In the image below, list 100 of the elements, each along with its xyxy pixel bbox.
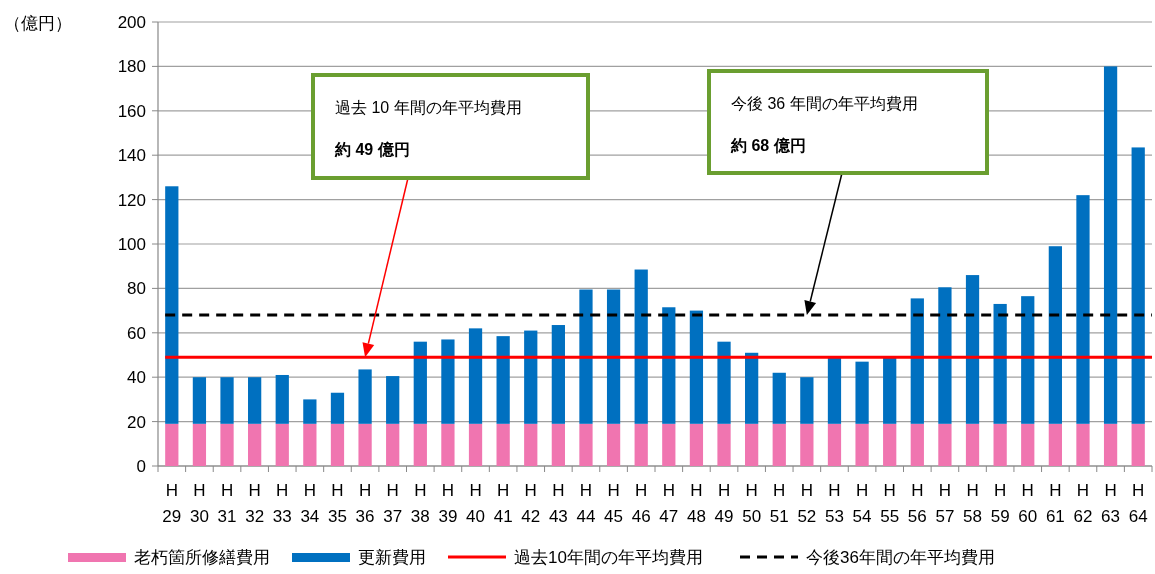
x-tick-label: H 53 bbox=[825, 481, 844, 526]
y-axis-title: （億円） bbox=[4, 14, 72, 33]
x-tick-label: H 63 bbox=[1101, 481, 1121, 526]
x-tick-label: H 36 bbox=[355, 481, 375, 526]
bar bbox=[524, 330, 538, 424]
bar bbox=[993, 303, 1007, 424]
bar bbox=[634, 423, 648, 466]
bar bbox=[717, 423, 731, 466]
bar bbox=[275, 423, 289, 466]
bar bbox=[248, 423, 262, 466]
bar bbox=[965, 275, 980, 424]
bar bbox=[965, 423, 980, 466]
bar bbox=[413, 423, 427, 466]
x-tick-label: H 43 bbox=[548, 481, 568, 526]
x-tick-label: H 40 bbox=[466, 481, 485, 526]
x-tick-label: H 30 bbox=[189, 481, 209, 526]
legend-label: 更新費用 bbox=[358, 548, 426, 567]
annotation: 今後 36 年間の年平均費用 bbox=[731, 95, 918, 112]
bar bbox=[468, 328, 483, 424]
bar bbox=[662, 423, 676, 466]
bar bbox=[220, 377, 234, 424]
bar bbox=[330, 392, 345, 424]
x-tick-label: H 54 bbox=[852, 481, 872, 526]
x-tick-label: H 46 bbox=[631, 481, 651, 526]
x-tick-label: H 62 bbox=[1073, 481, 1093, 526]
legend-label: 老朽箇所修繕費用 bbox=[134, 548, 270, 567]
x-tick-label: H 29 bbox=[162, 481, 182, 526]
x-tick-label: H 50 bbox=[742, 481, 762, 526]
x-tick-label: H 52 bbox=[797, 481, 817, 526]
bar bbox=[772, 423, 786, 466]
bar bbox=[800, 423, 814, 466]
bar bbox=[551, 423, 565, 466]
y-tick-label: 40 bbox=[127, 368, 146, 388]
x-tick-label: H 57 bbox=[935, 481, 955, 526]
legend-label: 過去10年間の年平均費用 bbox=[514, 548, 703, 567]
x-tick-label: H 35 bbox=[328, 481, 347, 526]
bar bbox=[938, 423, 952, 466]
x-tick-label: H 51 bbox=[769, 481, 789, 526]
y-tick-label: 120 bbox=[117, 190, 146, 210]
bar bbox=[165, 423, 179, 466]
x-tick-label: H 39 bbox=[438, 481, 458, 526]
x-tick-label: H 60 bbox=[1018, 481, 1038, 526]
bar bbox=[441, 339, 455, 424]
x-tick-label: H 34 bbox=[300, 481, 320, 526]
bar bbox=[883, 356, 897, 424]
bar bbox=[1076, 423, 1090, 466]
bar bbox=[1021, 423, 1035, 466]
bar bbox=[1131, 423, 1145, 466]
y-tick-label: 80 bbox=[127, 279, 146, 299]
bar bbox=[910, 423, 924, 466]
x-tick-label: H 55 bbox=[880, 481, 900, 526]
x-tick-label: H 49 bbox=[714, 481, 734, 526]
bar bbox=[800, 377, 814, 424]
x-tick-label: H 38 bbox=[410, 481, 430, 526]
bar bbox=[1103, 66, 1118, 424]
bar bbox=[524, 423, 538, 466]
bar bbox=[827, 423, 842, 466]
annotation: 約 49 億円 bbox=[334, 141, 410, 158]
bar bbox=[662, 307, 676, 424]
y-tick-label: 140 bbox=[117, 146, 146, 166]
bar bbox=[606, 423, 621, 466]
x-tick-label: H 31 bbox=[217, 481, 237, 526]
bar bbox=[579, 289, 593, 424]
x-tick-label: H 42 bbox=[521, 481, 541, 526]
bar bbox=[745, 352, 759, 424]
bar bbox=[855, 423, 869, 466]
y-tick-label: 200 bbox=[117, 13, 146, 32]
bar bbox=[1048, 423, 1062, 466]
bar bbox=[1076, 195, 1090, 424]
x-tick-label: H 44 bbox=[576, 481, 596, 526]
bar bbox=[634, 269, 648, 424]
bar bbox=[330, 423, 345, 466]
bar bbox=[938, 287, 952, 424]
x-tick-label: H 64 bbox=[1128, 481, 1148, 526]
y-tick-label: 180 bbox=[117, 57, 146, 77]
bar bbox=[772, 372, 786, 424]
bar bbox=[496, 336, 510, 424]
x-tick-label: H 56 bbox=[907, 481, 927, 526]
bar bbox=[606, 289, 621, 424]
bar bbox=[689, 310, 704, 424]
bar bbox=[689, 423, 704, 466]
x-tick-label: H 58 bbox=[963, 481, 982, 526]
bar bbox=[413, 341, 427, 424]
annotation: 過去 10 年間の年平均費用 bbox=[335, 99, 522, 116]
bar bbox=[275, 374, 289, 424]
bar bbox=[468, 423, 483, 466]
x-tick-label: H 32 bbox=[245, 481, 265, 526]
annotation: 約 68 億円 bbox=[730, 137, 806, 154]
bar bbox=[910, 298, 924, 424]
legend-label: 今後36年間の年平均費用 bbox=[806, 548, 995, 567]
y-tick-label: 100 bbox=[117, 235, 146, 254]
bar bbox=[192, 377, 207, 424]
bar bbox=[358, 369, 372, 424]
bar bbox=[220, 423, 234, 466]
x-tick-label: H 45 bbox=[604, 481, 624, 526]
bar bbox=[441, 423, 455, 466]
x-tick-label: H 61 bbox=[1045, 481, 1065, 526]
bar bbox=[883, 423, 897, 466]
bar bbox=[358, 423, 372, 466]
bar bbox=[303, 399, 317, 424]
